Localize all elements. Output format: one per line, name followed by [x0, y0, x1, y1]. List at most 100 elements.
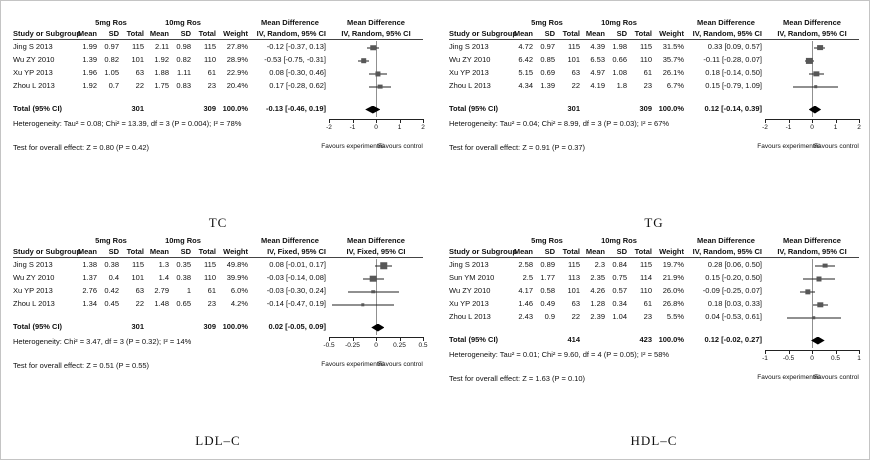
axis-tick-label: -1	[762, 355, 768, 362]
total1-value: 115	[132, 42, 144, 52]
table-row: Total (95% CI) 301 309 100.0% -0.13 [-0.46, …	[13, 102, 423, 117]
study-weight: 5.5%	[666, 312, 684, 322]
heterogeneity-text: Heterogeneity: Chi² = 3.47, df = 3 (P = …	[13, 337, 192, 346]
mean1-value: 4.34	[518, 81, 533, 91]
axis-tick-label: 0	[374, 342, 378, 349]
mean1-value: 2.76	[82, 286, 97, 296]
mean1-value: 6.42	[518, 55, 533, 65]
pooled-diamond	[808, 105, 822, 114]
favours-labels: Favours experimental Favours control	[321, 359, 423, 373]
sd1-value: 0.97	[540, 42, 555, 52]
mean1-value: 1.34	[82, 299, 97, 309]
mean1-col-header: Mean	[511, 247, 536, 259]
study-name: Xu YP 2013	[13, 286, 53, 296]
table-row: Study or Subgroup Mean SD Total Mean SD Total W…	[449, 29, 859, 41]
sd2-value: 1.11	[176, 68, 191, 78]
table-row: Test for overall effect: Z = 0.80 (P = 0…	[13, 141, 423, 155]
sd1-value: 0.85	[540, 55, 555, 65]
panel-caption: HDL–C	[630, 433, 678, 448]
effect-col-header: Mean Difference	[261, 17, 319, 27]
effect-marker	[371, 289, 375, 294]
sd1-col-header: SD	[100, 29, 122, 41]
axis: -2 -1 0 1 2	[762, 117, 861, 141]
axis-tick	[812, 119, 813, 123]
axis-tick-label: 0	[810, 355, 814, 362]
group1-header: 5mg Ros	[531, 235, 563, 245]
sd1-value: 0.97	[104, 42, 119, 52]
table-row: Wu ZY 2010 1.39 0.82 101 1.92 0.82 110 28.9% -0.…	[13, 54, 423, 67]
axis-tick	[765, 119, 766, 123]
favours-right-label: Favours control	[378, 143, 423, 150]
table-row	[449, 324, 859, 333]
mean1-value: 2.43	[518, 312, 533, 322]
sd2-col-header: SD	[608, 247, 630, 259]
empty-plot	[329, 93, 423, 102]
sd1-value: 0.45	[104, 299, 119, 309]
study-plot	[765, 311, 859, 324]
study-weight: 21.9%	[662, 273, 684, 283]
mean2-value: 1.48	[154, 299, 169, 309]
axis-tick	[859, 350, 860, 354]
axis-tick-label: -1	[785, 124, 792, 131]
table-row: Zhou L 2013 4.34 1.39 22 4.19 1.8 23 6.7% 0.15 […	[449, 80, 859, 93]
axis-tick-label: 1	[397, 124, 402, 131]
sd2-col-header: SD	[172, 247, 194, 259]
weight-col-header: Weight	[219, 29, 251, 41]
table-row: 5mg Ros 10mg Ros Mean Difference Mean Diffe…	[13, 235, 423, 247]
study-weight: 19.7%	[662, 260, 684, 270]
empty-plot	[765, 324, 859, 333]
heterogeneity-text: Heterogeneity: Tau² = 0.01; Chi² = 9.60,…	[449, 350, 670, 359]
effect-col-header: Mean Difference	[697, 235, 755, 245]
total-n2: 423	[639, 335, 652, 345]
study-weight: 26.8%	[662, 299, 684, 309]
pooled-diamond	[365, 105, 381, 114]
axis: -1 -0.5 0 0.5 1	[762, 348, 861, 372]
study-col-header: Study or Subgroup	[449, 29, 517, 41]
sd2-value: 1	[186, 286, 191, 296]
study-plot	[765, 259, 859, 272]
effect-marker	[806, 57, 813, 64]
group2-header: 10mg Ros	[165, 17, 201, 27]
group1-header: 5mg Ros	[95, 17, 127, 27]
study-ci-text: 0.04 [-0.53, 0.61]	[705, 312, 762, 322]
panel-caption: TC	[208, 215, 228, 230]
table-row: Zhou L 2013 2.43 0.9 22 2.39 1.04 23 5.5% 0.04 […	[449, 311, 859, 324]
total1-col-header: Total	[122, 247, 147, 259]
mean2-value: 2.39	[590, 312, 605, 322]
mean1-value: 4.72	[518, 42, 533, 52]
study-ci-text: -0.12 [-0.37, 0.13]	[266, 42, 326, 52]
axis-tick	[423, 119, 424, 123]
study-ci-text: -0.53 [-0.75, -0.31]	[264, 55, 326, 65]
axis-tick-label: 0.5	[418, 342, 428, 349]
mean1-value: 2.58	[518, 260, 533, 270]
sd1-value: 1.39	[540, 81, 555, 91]
sd2-value: 1.04	[612, 312, 627, 322]
mean2-value: 1.28	[590, 299, 605, 309]
study-name: Wu ZY 2010	[13, 273, 55, 283]
study-name: Zhou L 2013	[13, 299, 55, 309]
zero-line	[812, 324, 813, 333]
study-weight: 39.9%	[226, 273, 248, 283]
axis-tick-label: -2	[326, 124, 332, 131]
mean1-value: 1.46	[518, 299, 533, 309]
mean1-col-header: Mean	[511, 29, 536, 41]
study-plot	[329, 54, 423, 67]
total-label: Total (95% CI)	[13, 322, 63, 332]
total1-value: 63	[571, 299, 580, 309]
total2-value: 23	[643, 81, 652, 91]
favours-left-label: Favours experimental	[757, 374, 820, 381]
axis-tick-label: 2	[857, 124, 861, 131]
mean2-value: 2.3	[594, 260, 605, 270]
total-n1: 301	[567, 104, 580, 114]
table-row: Jing S 2013 1.99 0.97 115 2.11 0.98 115 27.8% -0…	[13, 41, 423, 54]
total2-value: 23	[207, 81, 216, 91]
total2-value: 115	[640, 42, 652, 52]
study-ci-text: -0.03 [-0.14, 0.08]	[266, 273, 326, 283]
mean2-col-header: Mean	[147, 247, 172, 259]
study-name: Xu YP 2013	[449, 68, 489, 78]
total2-value: 114	[640, 273, 652, 283]
mean2-value: 4.19	[590, 81, 605, 91]
sd1-col-header: SD	[536, 29, 558, 41]
total2-value: 23	[207, 299, 216, 309]
pooled-diamond	[811, 336, 825, 345]
